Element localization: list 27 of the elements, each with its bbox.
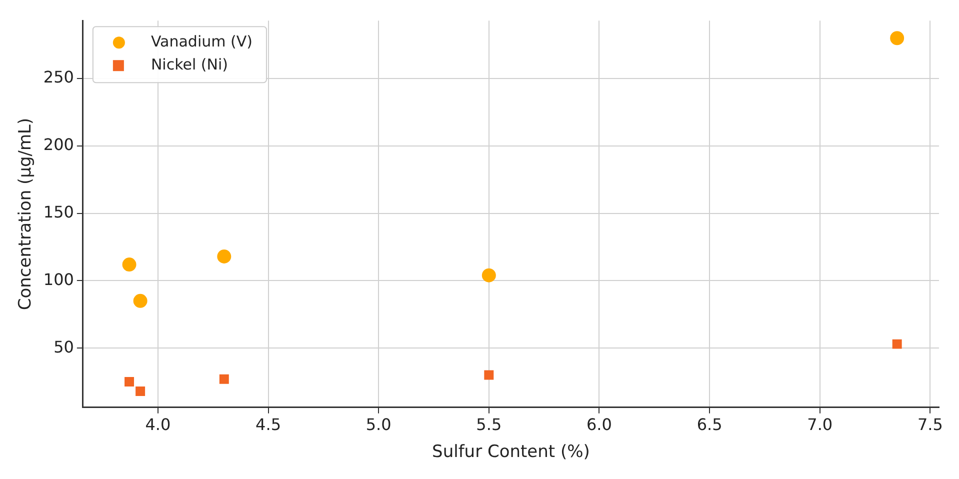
point xyxy=(124,377,134,387)
point xyxy=(482,268,496,282)
x-tick-label: 7.5 xyxy=(917,415,943,434)
x-tick-label: 5.0 xyxy=(366,415,392,434)
x-tick-label: 5.5 xyxy=(476,415,502,434)
point xyxy=(219,374,229,384)
legend-label: Nickel (Ni) xyxy=(150,55,228,74)
point xyxy=(133,294,148,308)
point xyxy=(484,370,494,380)
y-tick-label: 250 xyxy=(43,68,74,87)
x-axis-title: Sulfur Content (%) xyxy=(432,442,590,462)
y-tick-label: 50 xyxy=(54,337,74,356)
point xyxy=(890,31,904,46)
x-tick-label: 6.0 xyxy=(586,415,612,434)
point xyxy=(122,258,136,272)
x-tick-label: 6.5 xyxy=(696,415,722,434)
x-tick-label: 4.0 xyxy=(145,415,171,434)
y-tick-label: 150 xyxy=(43,202,74,222)
y-tick-label: 200 xyxy=(43,135,74,154)
point xyxy=(217,249,232,264)
y-axis-title: Concentration (µg/mL) xyxy=(16,118,36,310)
point xyxy=(136,386,146,396)
point xyxy=(892,339,902,349)
x-tick-label: 4.5 xyxy=(256,415,281,434)
y-tick-label: 100 xyxy=(43,270,74,289)
legend-label: Vanadium (V) xyxy=(150,32,252,50)
x-tick-label: 7.0 xyxy=(807,415,833,434)
